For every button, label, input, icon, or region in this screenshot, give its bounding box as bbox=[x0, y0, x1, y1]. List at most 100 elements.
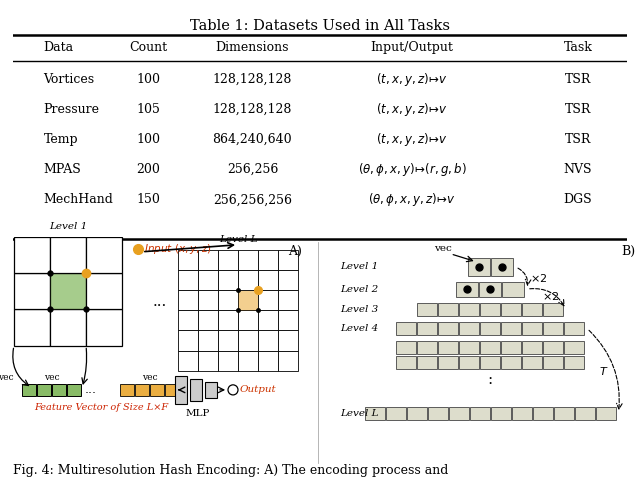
Text: Level L: Level L bbox=[219, 235, 257, 244]
Bar bbox=[14, 309, 50, 345]
Text: A): A) bbox=[288, 245, 302, 258]
Bar bbox=[14, 273, 50, 309]
Text: Fig. 4: Multiresolution Hash Encoding: A) The encoding process and: Fig. 4: Multiresolution Hash Encoding: A… bbox=[13, 465, 448, 477]
Bar bbox=[86, 237, 122, 273]
Bar bbox=[50, 273, 86, 309]
Text: MechHand: MechHand bbox=[44, 193, 113, 206]
Bar bbox=[522, 341, 542, 354]
Text: Vortices: Vortices bbox=[44, 73, 95, 85]
Bar bbox=[438, 322, 458, 335]
Bar bbox=[52, 384, 66, 396]
Text: NVS: NVS bbox=[564, 163, 592, 176]
Bar bbox=[175, 376, 187, 404]
Bar bbox=[438, 303, 458, 316]
Bar bbox=[218, 250, 238, 270]
Text: vec: vec bbox=[44, 373, 60, 382]
Bar bbox=[396, 356, 416, 369]
Bar bbox=[278, 250, 298, 270]
Text: Level 4: Level 4 bbox=[340, 324, 378, 333]
Text: $(t,x,y,z)\!\mapsto\!v$: $(t,x,y,z)\!\mapsto\!v$ bbox=[376, 131, 448, 148]
Text: $Input\ (x,y,z)$: $Input\ (x,y,z)$ bbox=[144, 242, 212, 256]
Bar bbox=[511, 407, 531, 420]
Text: Level 2: Level 2 bbox=[340, 284, 378, 294]
Bar bbox=[554, 407, 573, 420]
Bar bbox=[278, 270, 298, 290]
Bar bbox=[165, 384, 179, 396]
Bar bbox=[480, 322, 500, 335]
Text: Count: Count bbox=[129, 42, 167, 55]
Bar bbox=[480, 341, 500, 354]
Bar bbox=[467, 258, 490, 276]
Text: 864,240,640: 864,240,640 bbox=[212, 133, 292, 146]
Bar bbox=[218, 330, 238, 351]
Bar bbox=[479, 282, 501, 297]
Text: $(\theta,\phi,x,y)\!\mapsto\!(r,g,b)$: $(\theta,\phi,x,y)\!\mapsto\!(r,g,b)$ bbox=[358, 161, 467, 178]
Bar bbox=[456, 282, 478, 297]
Bar bbox=[417, 322, 437, 335]
Bar bbox=[258, 290, 278, 310]
Text: TSR: TSR bbox=[565, 133, 591, 146]
Bar bbox=[438, 356, 458, 369]
Bar bbox=[178, 290, 198, 310]
Bar bbox=[502, 282, 524, 297]
Bar bbox=[501, 341, 521, 354]
Bar bbox=[238, 330, 258, 351]
Bar bbox=[86, 273, 122, 309]
Bar bbox=[178, 330, 198, 351]
Bar bbox=[595, 407, 616, 420]
Bar bbox=[258, 250, 278, 270]
Text: 100: 100 bbox=[136, 133, 160, 146]
Bar bbox=[50, 309, 86, 345]
Bar bbox=[198, 270, 218, 290]
Bar bbox=[501, 356, 521, 369]
Bar bbox=[417, 356, 437, 369]
Bar bbox=[396, 341, 416, 354]
Bar bbox=[522, 322, 542, 335]
Text: Dimensions: Dimensions bbox=[216, 42, 289, 55]
Text: Input/Output: Input/Output bbox=[371, 42, 454, 55]
Bar bbox=[543, 322, 563, 335]
Bar bbox=[238, 290, 258, 310]
Text: 256,256,256: 256,256,256 bbox=[213, 193, 292, 206]
Text: 150: 150 bbox=[136, 193, 160, 206]
Bar bbox=[564, 322, 584, 335]
Text: Level L: Level L bbox=[340, 409, 378, 418]
Bar bbox=[480, 303, 500, 316]
Text: 128,128,128: 128,128,128 bbox=[212, 103, 292, 116]
Bar bbox=[385, 407, 406, 420]
Bar bbox=[238, 310, 258, 330]
Bar bbox=[459, 341, 479, 354]
Text: 100: 100 bbox=[136, 73, 160, 85]
Bar bbox=[22, 384, 36, 396]
Text: Pressure: Pressure bbox=[44, 103, 100, 116]
Bar bbox=[218, 270, 238, 290]
Bar bbox=[278, 330, 298, 351]
Bar bbox=[178, 250, 198, 270]
Bar bbox=[258, 351, 278, 371]
Bar bbox=[50, 237, 86, 273]
Bar bbox=[278, 290, 298, 310]
Bar bbox=[205, 382, 217, 398]
Text: 256,256: 256,256 bbox=[227, 163, 278, 176]
Text: Data: Data bbox=[44, 42, 74, 55]
Bar bbox=[120, 384, 134, 396]
Text: Level 1: Level 1 bbox=[49, 222, 87, 230]
Bar bbox=[564, 341, 584, 354]
Bar bbox=[406, 407, 426, 420]
Text: $(t,x,y,z)\!\mapsto\!v$: $(t,x,y,z)\!\mapsto\!v$ bbox=[376, 101, 448, 118]
Bar bbox=[178, 351, 198, 371]
Text: MPAS: MPAS bbox=[44, 163, 81, 176]
Bar bbox=[522, 356, 542, 369]
Bar bbox=[459, 303, 479, 316]
Bar bbox=[543, 356, 563, 369]
Text: vec: vec bbox=[434, 244, 451, 253]
Text: Feature Vector of Size L×F: Feature Vector of Size L×F bbox=[34, 403, 168, 412]
Bar bbox=[218, 310, 238, 330]
Bar bbox=[543, 303, 563, 316]
Text: Level 1: Level 1 bbox=[340, 262, 378, 271]
Bar bbox=[522, 303, 542, 316]
Bar bbox=[150, 384, 164, 396]
Bar bbox=[190, 379, 202, 401]
Text: vec: vec bbox=[0, 373, 14, 382]
Bar bbox=[218, 351, 238, 371]
